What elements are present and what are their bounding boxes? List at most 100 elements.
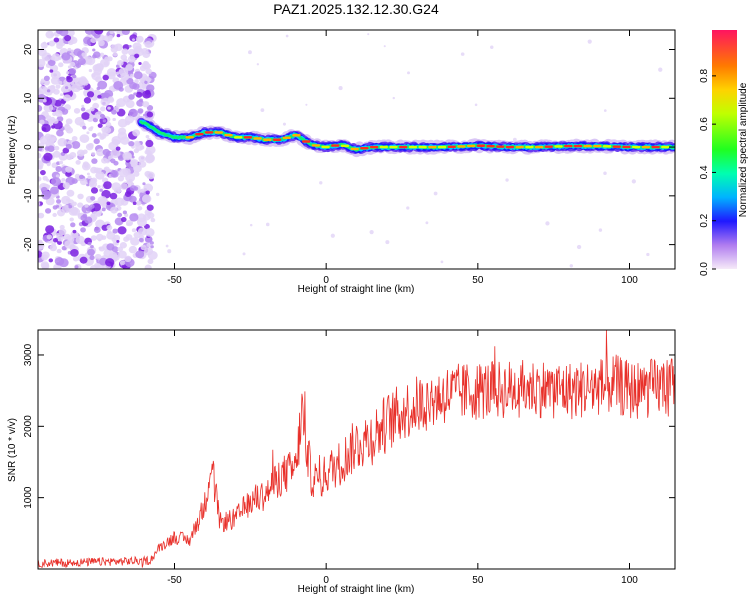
noise-blob <box>107 230 112 234</box>
noise-blob <box>46 89 51 93</box>
noise-speck <box>646 252 650 257</box>
chart-title: PAZ1.2025.132.12.30.G24 <box>273 1 439 17</box>
noise-blob <box>55 84 61 89</box>
noise-blob <box>140 244 147 251</box>
noise-blob <box>105 121 112 128</box>
noise-blob <box>114 197 125 207</box>
noise-blob <box>70 49 74 53</box>
colorbar-tick-label: 0.4 <box>699 165 710 179</box>
noise-blob <box>56 199 62 204</box>
noise-blob <box>55 174 60 178</box>
noise-blob <box>93 138 100 145</box>
noise-blob <box>120 136 130 145</box>
noise-blob <box>107 96 114 102</box>
noise-speck <box>603 109 607 112</box>
snr-background <box>38 330 675 569</box>
noise-blob <box>116 33 121 38</box>
noise-blob <box>83 96 92 104</box>
noise-blob <box>96 86 101 91</box>
noise-blob <box>101 224 109 231</box>
noise-blob <box>135 200 142 206</box>
noise-blob <box>69 152 77 159</box>
noise-blob <box>144 41 153 48</box>
noise-blob <box>113 254 120 261</box>
noise-blob <box>39 119 45 125</box>
noise-blob <box>92 48 96 52</box>
noise-blob <box>61 178 66 182</box>
noise-speck <box>569 264 573 268</box>
noise-blob <box>43 152 53 162</box>
noise-blob <box>130 73 135 78</box>
noise-blob <box>93 51 101 59</box>
colorbar-label: Normalized spectral amplitude <box>738 82 749 217</box>
y-tick-label: -20 <box>23 237 34 252</box>
noise-blob <box>38 104 43 112</box>
noise-blob <box>110 206 118 214</box>
noise-blob <box>40 261 50 269</box>
noise-blob <box>97 80 108 90</box>
noise-blob <box>117 246 124 252</box>
noise-blob <box>97 195 108 205</box>
noise-speck <box>248 50 252 55</box>
colorbar-tick-label: 0.8 <box>699 68 710 82</box>
noise-blob <box>90 244 94 249</box>
noise-blob <box>121 30 130 36</box>
noise-blob <box>91 73 96 78</box>
noise-blob <box>68 205 73 209</box>
noise-blob <box>55 166 63 172</box>
noise-blob <box>143 183 154 193</box>
noise-blob <box>94 262 101 269</box>
noise-blob <box>98 40 105 47</box>
noise-blob <box>97 185 101 189</box>
noise-blob <box>71 135 78 142</box>
noise-blob <box>48 258 54 263</box>
noise-blob <box>38 201 41 206</box>
noise-blob <box>100 97 111 107</box>
spectrogram-marks <box>38 30 675 269</box>
x-tick-label: 50 <box>472 275 484 286</box>
noise-blob <box>38 240 45 250</box>
noise-blob <box>144 228 155 237</box>
noise-blob <box>57 240 62 245</box>
noise-blob <box>116 239 120 243</box>
noise-blob <box>119 242 127 249</box>
snr-series-line <box>38 330 675 568</box>
noise-blob <box>71 140 81 149</box>
noise-speck <box>260 108 265 113</box>
noise-blob <box>101 235 107 240</box>
noise-blob <box>126 78 134 85</box>
noise-blob <box>123 236 130 242</box>
noise-blob <box>40 78 45 83</box>
y-tick-label: 2000 <box>23 415 34 438</box>
noise-blob <box>115 146 121 151</box>
noise-blob <box>124 255 132 263</box>
noise-blob <box>59 30 69 37</box>
noise-speck <box>165 244 169 248</box>
noise-blob <box>86 91 95 98</box>
noise-blob <box>57 80 63 85</box>
noise-blob <box>52 212 57 217</box>
noise-blob <box>57 138 67 147</box>
noise-speck <box>474 103 478 107</box>
noise-blob <box>82 149 88 154</box>
x-tick-label: -50 <box>167 275 182 286</box>
noise-blob <box>63 124 71 131</box>
noise-speck <box>587 39 592 44</box>
noise-blob <box>117 118 128 128</box>
noise-blob <box>129 34 138 42</box>
noise-blob <box>70 230 79 239</box>
noise-blob <box>117 226 127 235</box>
noise-blob <box>135 250 145 259</box>
noise-blob <box>137 108 144 114</box>
noise-blob <box>133 71 143 80</box>
noise-blob <box>49 69 54 73</box>
noise-blob <box>92 117 98 123</box>
noise-blob <box>77 57 86 66</box>
noise-blob <box>145 68 152 75</box>
noise-blob <box>49 84 56 90</box>
noise-blob <box>146 242 152 248</box>
noise-speck <box>440 260 444 264</box>
noise-blob <box>112 228 119 234</box>
noise-blob <box>145 145 156 155</box>
